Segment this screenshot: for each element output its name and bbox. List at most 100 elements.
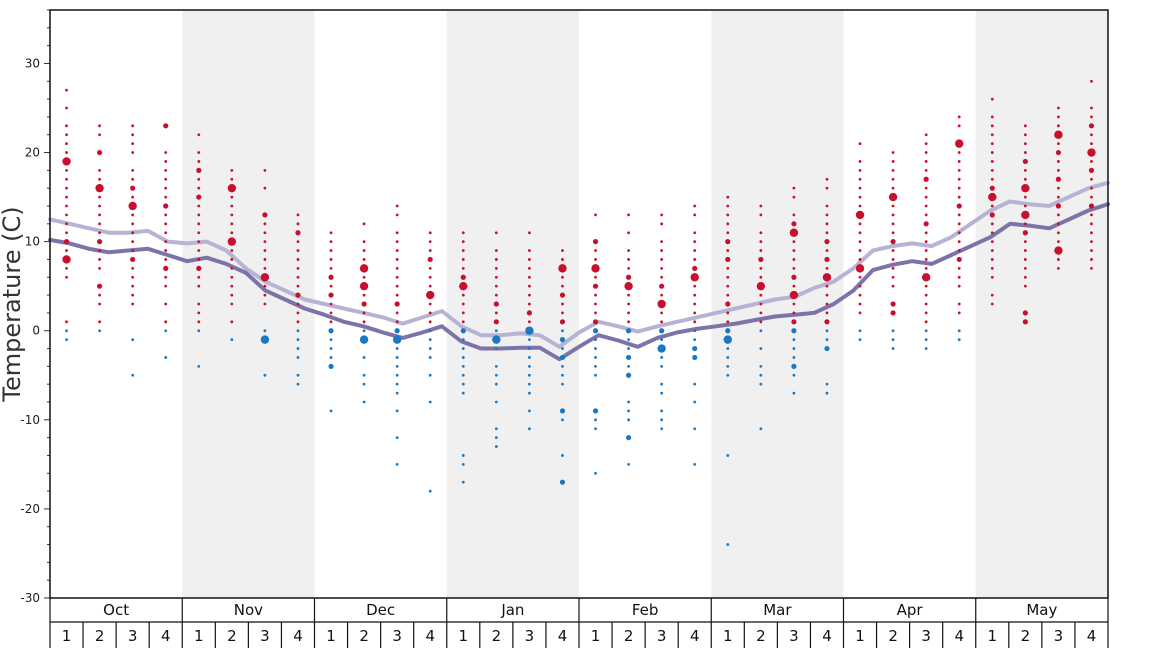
axis-labels: Oct 1 2 3 4 Nov 1 2 3 4 Dec 1 2 3 4 Jan 1 2 3 4 Feb 1 2 3 4 Mar 1 2… — [62, 601, 1096, 645]
warm-point — [197, 249, 201, 252]
warm-point — [792, 284, 796, 288]
cold-point — [594, 418, 597, 422]
cold-point — [659, 328, 665, 334]
warm-point — [428, 240, 432, 244]
week-label: 1 — [591, 627, 601, 645]
warm-point — [131, 133, 135, 137]
warm-point — [528, 284, 531, 288]
warm-point — [164, 284, 168, 288]
cold-point — [693, 400, 697, 404]
warm-point — [197, 151, 201, 154]
warm-point — [96, 283, 103, 289]
cold-point — [561, 454, 564, 457]
warm-point — [924, 284, 928, 288]
warm-point — [924, 168, 928, 172]
warm-point — [759, 249, 763, 252]
warm-point — [789, 290, 799, 300]
warm-point — [957, 186, 961, 190]
cold-point — [395, 364, 399, 368]
cold-point — [395, 373, 399, 377]
warm-point — [197, 213, 201, 217]
week-label: 3 — [789, 627, 799, 645]
warm-point — [990, 249, 994, 252]
warm-point — [230, 168, 234, 172]
warm-point — [657, 299, 666, 309]
warm-point — [65, 320, 68, 324]
warm-point — [428, 266, 432, 270]
cold-point — [131, 338, 135, 342]
warm-point — [96, 239, 103, 245]
cold-point — [528, 347, 531, 350]
week-label: 2 — [756, 627, 766, 645]
warm-point — [990, 266, 994, 270]
warm-point — [594, 258, 597, 261]
warm-point — [263, 302, 267, 306]
warm-point — [329, 240, 333, 244]
cold-point — [263, 373, 267, 377]
cold-point — [627, 347, 630, 350]
warm-point — [197, 284, 201, 288]
warm-point — [528, 258, 531, 261]
cold-point — [494, 373, 498, 377]
warm-point — [131, 302, 135, 306]
warm-point — [164, 222, 168, 226]
cold-point — [858, 338, 862, 342]
warm-point — [328, 274, 334, 280]
warm-point — [627, 302, 630, 306]
warm-point — [924, 195, 928, 199]
warm-point — [65, 222, 68, 226]
warm-point — [395, 284, 399, 288]
warm-point — [230, 222, 234, 226]
cold-point — [528, 356, 531, 359]
warm-point — [858, 302, 862, 306]
warm-point — [891, 275, 895, 279]
cold-point — [528, 364, 531, 368]
warm-point — [758, 256, 764, 263]
cold-point — [759, 427, 763, 431]
cold-point — [395, 462, 399, 466]
warm-point — [825, 213, 829, 217]
warm-point — [131, 124, 135, 128]
warm-point — [1023, 266, 1027, 270]
cold-point — [395, 409, 399, 413]
warm-point — [164, 240, 168, 244]
month-label-apr: Apr — [897, 601, 924, 619]
warm-point — [230, 320, 234, 324]
warm-point — [957, 231, 961, 235]
cold-point — [328, 328, 334, 334]
y-tick-label: -20 — [20, 502, 40, 516]
warm-point — [924, 258, 928, 261]
warm-point — [957, 311, 961, 315]
warm-point — [924, 142, 928, 146]
cold-point — [494, 382, 498, 386]
cold-point — [329, 347, 333, 350]
warm-point — [726, 275, 730, 279]
warm-point — [624, 281, 633, 291]
warm-point — [924, 186, 928, 190]
warm-point — [494, 284, 498, 288]
warm-point — [329, 320, 333, 324]
warm-point — [924, 151, 928, 154]
warm-point — [990, 133, 994, 137]
cold-point — [759, 347, 763, 350]
cold-point — [395, 391, 399, 395]
warm-point — [990, 142, 994, 146]
warm-point — [858, 186, 862, 190]
warm-point — [164, 168, 168, 172]
warm-point — [891, 258, 895, 261]
warm-point — [825, 302, 829, 306]
week-label: 1 — [459, 627, 469, 645]
cold-point — [791, 328, 797, 334]
cold-point — [627, 418, 630, 422]
warm-point — [263, 258, 267, 261]
cold-point — [561, 418, 564, 422]
warm-point — [660, 320, 664, 324]
y-tick-label: -30 — [20, 591, 40, 605]
warm-point — [296, 284, 300, 288]
cold-point — [525, 326, 534, 335]
warm-point — [65, 124, 68, 128]
cold-point — [528, 373, 531, 377]
warm-point — [627, 249, 630, 252]
warm-point — [1057, 142, 1060, 146]
warm-point — [990, 151, 994, 154]
